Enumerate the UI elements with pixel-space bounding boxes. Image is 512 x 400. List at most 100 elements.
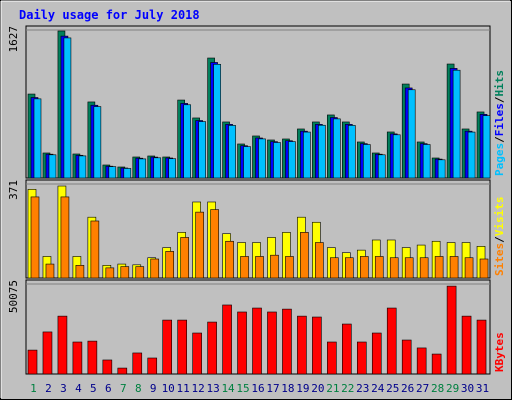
bar xyxy=(449,256,459,279)
legend-entry: Visits xyxy=(493,197,506,237)
bar xyxy=(75,265,85,279)
bar xyxy=(252,307,262,375)
bar xyxy=(419,257,429,279)
y-tick-label: 371 xyxy=(7,180,20,200)
legend-entry: Hits xyxy=(493,70,506,97)
bar xyxy=(225,240,234,279)
bar xyxy=(300,232,309,279)
bar xyxy=(87,340,98,375)
bar xyxy=(434,256,444,279)
legend-separator: / xyxy=(493,96,506,103)
bar xyxy=(377,154,386,179)
bar xyxy=(422,144,431,179)
bar xyxy=(303,131,311,179)
bar xyxy=(138,158,147,179)
bar xyxy=(312,316,322,375)
x-tick-label: 16 xyxy=(251,382,264,395)
bar xyxy=(371,332,382,375)
x-tick-label: 6 xyxy=(105,382,112,395)
bar xyxy=(228,125,236,179)
bar xyxy=(72,341,83,375)
x-tick-label: 5 xyxy=(90,382,97,395)
bar xyxy=(407,89,416,179)
x-tick-label: 25 xyxy=(386,382,399,395)
bar xyxy=(356,341,367,375)
bar xyxy=(33,98,42,179)
x-tick-label: 11 xyxy=(177,382,190,395)
legend-separator: / xyxy=(493,136,506,143)
bar xyxy=(270,254,279,279)
bar xyxy=(333,118,341,179)
x-tick-label: 28 xyxy=(431,382,444,395)
legend-entry: Files xyxy=(493,103,506,136)
x-tick-label: 8 xyxy=(135,382,142,395)
legend: Sites/Visits xyxy=(493,197,506,277)
x-tick-label: 3 xyxy=(60,382,67,395)
bar xyxy=(123,168,132,179)
bar xyxy=(285,256,294,279)
bar xyxy=(207,321,217,375)
x-tick-label: 15 xyxy=(236,382,249,395)
legend-separator: / xyxy=(493,236,506,243)
bar xyxy=(27,349,38,375)
bar xyxy=(267,311,277,375)
bar xyxy=(165,251,175,279)
bar xyxy=(180,237,189,279)
bar xyxy=(198,121,206,179)
bar xyxy=(45,263,55,279)
bar xyxy=(240,256,249,279)
legend-entry: Sites xyxy=(493,243,506,276)
bar xyxy=(446,285,457,375)
bar xyxy=(362,144,371,179)
bar xyxy=(348,125,356,179)
bar xyxy=(452,69,461,179)
legend-entry: KBytes xyxy=(493,332,506,372)
bar xyxy=(192,332,202,375)
x-tick-label: 26 xyxy=(401,382,414,395)
legend: KBytes xyxy=(493,332,506,372)
bar xyxy=(416,347,427,375)
bar xyxy=(330,257,339,279)
x-tick-label: 21 xyxy=(326,382,339,395)
bar xyxy=(105,267,115,279)
bar xyxy=(78,155,87,179)
x-tick-label: 19 xyxy=(296,382,309,395)
bar xyxy=(150,258,160,279)
bar xyxy=(237,311,247,375)
x-tick-label: 7 xyxy=(120,382,127,395)
bar xyxy=(42,331,53,375)
bar xyxy=(60,196,70,279)
bar xyxy=(177,319,187,375)
bar xyxy=(282,308,292,375)
x-tick-label: 12 xyxy=(192,382,205,395)
bar xyxy=(318,124,326,179)
x-tick-label: 13 xyxy=(206,382,219,395)
x-tick-label: 27 xyxy=(416,382,429,395)
x-tick-label: 10 xyxy=(162,382,175,395)
bar xyxy=(30,196,40,279)
bar xyxy=(48,154,57,179)
bar xyxy=(401,339,412,375)
x-tick-label: 9 xyxy=(150,382,157,395)
bar xyxy=(476,319,487,375)
bar xyxy=(222,304,232,375)
bar xyxy=(389,257,399,279)
x-tick-label: 31 xyxy=(476,382,489,395)
bar xyxy=(132,352,143,375)
y-tick-label: 1627 xyxy=(7,26,20,53)
bar xyxy=(297,315,307,375)
x-tick-label: 14 xyxy=(221,382,235,395)
bar xyxy=(195,211,204,279)
x-tick-label: 4 xyxy=(75,382,82,395)
bar xyxy=(102,359,113,375)
bar xyxy=(461,315,472,375)
bar xyxy=(93,106,102,179)
bar xyxy=(153,157,162,179)
bar xyxy=(255,256,264,279)
bar xyxy=(108,166,117,179)
bar xyxy=(345,257,354,279)
bar xyxy=(57,315,68,375)
bar xyxy=(63,37,72,179)
bar xyxy=(437,159,446,179)
